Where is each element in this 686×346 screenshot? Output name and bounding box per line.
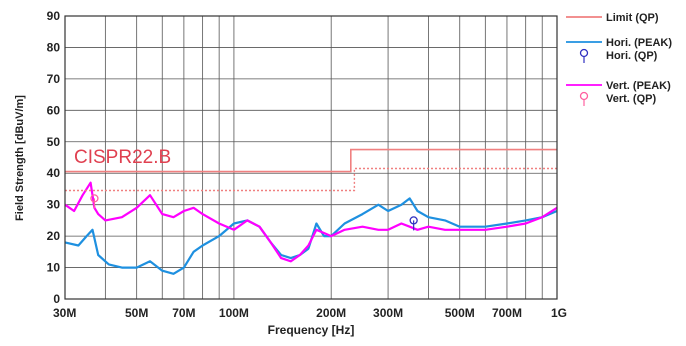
x-tick-label: 1G: [551, 306, 567, 320]
series-line-limit-qp: [65, 148, 557, 173]
plot-frame: [64, 15, 558, 300]
x-axis-label: Frequency [Hz]: [268, 323, 355, 337]
y-tick-label: 80: [47, 40, 61, 54]
y-tick-label: 50: [47, 135, 61, 149]
x-tick-label: 700M: [492, 306, 522, 320]
y-tick-label: 90: [47, 9, 61, 23]
x-tick-label: 70M: [172, 306, 195, 320]
y-tick-label: 0: [53, 292, 60, 306]
x-tick-label: 300M: [373, 306, 403, 320]
legend-label-vert-peak: Vert. (PEAK): [606, 80, 671, 92]
x-tick-label: 30M: [53, 306, 76, 320]
x-tick-label: 200M: [316, 306, 346, 320]
series-line-limit: [65, 167, 557, 192]
y-tick-label: 30: [47, 198, 61, 212]
x-tick-label: 100M: [219, 306, 249, 320]
legend: Limit (QP) Hori. (PEAK)Hori. (QP) Vert. (P…: [566, 12, 672, 106]
y-tick-label: 60: [47, 103, 61, 117]
legend-label-limit-qp: Limit (QP): [606, 12, 659, 24]
x-tick-label: 500M: [445, 306, 475, 320]
x-tick-labels: 30M 50M 70M 100M 200M 300M 500M 700M 1G: [53, 306, 567, 320]
grid-layer: [64, 15, 558, 300]
y-tick-label: 10: [47, 261, 61, 275]
x-tick-label: 50M: [125, 306, 148, 320]
y-tick-label: 40: [47, 166, 61, 180]
y-tick-label: 20: [47, 229, 61, 243]
series-layer: [64, 148, 558, 275]
legend-label-hori-qp: Hori. (QP): [606, 50, 658, 62]
annotation-cispr22b: CISPR22.B: [74, 147, 171, 168]
series-line-hori-peak: [64, 197, 558, 275]
marker-hori-qp: [409, 216, 418, 225]
y-axis-label: Field Strength [dBuV/m]: [14, 95, 26, 221]
y-tick-labels: 0 10 20 30 40 50 60 70 80 90: [47, 9, 61, 306]
legend-label-vert-qp: Vert. (QP): [606, 93, 656, 105]
series-line-vert-peak: [64, 181, 558, 263]
y-tick-label: 70: [47, 72, 61, 86]
marker-vert-qp: [90, 194, 99, 203]
legend-swatch-hori-qp: [579, 48, 589, 58]
legend-swatch-vert-qp: [579, 91, 589, 101]
legend-label-hori-peak: Hori. (PEAK): [606, 37, 672, 49]
